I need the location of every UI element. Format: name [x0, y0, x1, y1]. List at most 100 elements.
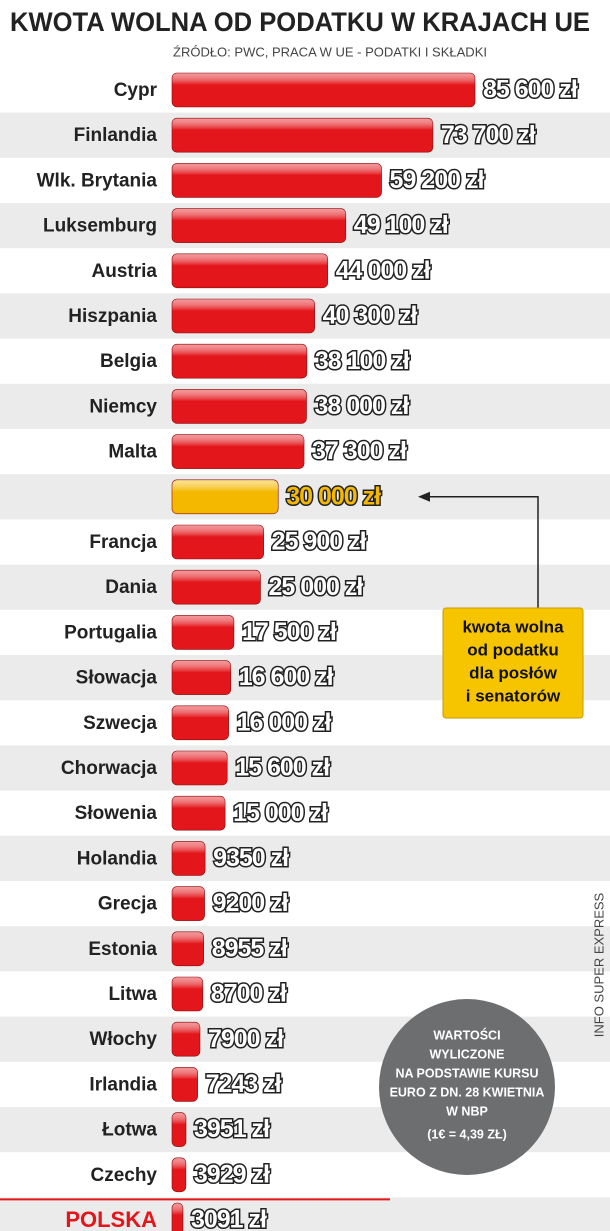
category-label: Belgia [100, 351, 157, 372]
value-label: 7243 zł [206, 1070, 282, 1098]
category-label: Słowacja [76, 668, 158, 689]
value-label: 8955 zł [212, 934, 288, 962]
category-label: Wlk. Brytania [37, 170, 158, 191]
value-label: 3951 zł [194, 1115, 270, 1143]
bar [171, 298, 315, 334]
annotation-line: dla posłów [469, 663, 558, 682]
bar [171, 434, 305, 469]
value-label: 38 100 zł [315, 347, 410, 375]
note-line: WARTOŚCI [433, 1027, 500, 1042]
category-label: Cypr [114, 80, 158, 101]
category-label: Finlandia [74, 125, 158, 146]
bar [171, 343, 308, 379]
bar [171, 253, 329, 289]
bar [171, 931, 204, 967]
category-label: Grecja [98, 894, 158, 915]
bar [171, 524, 264, 560]
bar [171, 569, 261, 605]
arrow-line [428, 496, 539, 608]
row-stripe [0, 745, 610, 791]
category-label: Irlandia [89, 1074, 157, 1095]
row-stripe [0, 835, 610, 881]
category-label: Łotwa [102, 1120, 157, 1141]
chart-title: KWOTA WOLNA OD PODATKU W KRAJACH UE [10, 7, 590, 37]
bar [171, 117, 434, 153]
category-label: Litwa [108, 984, 157, 1005]
value-label: 3091 zł [191, 1206, 267, 1231]
category-label: Luksemburg [43, 216, 157, 237]
bar [171, 795, 226, 831]
value-label: 30 000 zł [286, 482, 381, 510]
category-label: Holandia [77, 848, 158, 869]
category-label: Austria [92, 261, 158, 282]
annotation-box [442, 607, 584, 719]
bar [171, 1021, 201, 1057]
bar [171, 163, 382, 198]
category-label: Hiszpania [68, 306, 157, 327]
value-label: 85 600 zł [483, 76, 578, 104]
bar [171, 1112, 187, 1147]
bar [171, 615, 235, 650]
category-label: Niemcy [89, 396, 157, 417]
note-line: NA PODSTAWIE KURSU [395, 1066, 538, 1080]
note-line: WYLICZONE [430, 1047, 505, 1061]
chart-subtitle: ŹRÓDŁO: PWC, PRACA W UE - PODATKI I SKŁA… [173, 44, 487, 59]
bar [171, 1157, 187, 1193]
value-label: 15 600 zł [235, 754, 330, 782]
bar [171, 976, 204, 1012]
annotation-line: kwota wolna [462, 617, 564, 636]
bar [171, 72, 476, 108]
bar [171, 479, 279, 515]
bar [171, 886, 205, 921]
row-stripe [0, 926, 610, 972]
value-label: 59 200 zł [390, 166, 485, 194]
value-label: 15 000 zł [233, 799, 328, 827]
row-stripe [0, 564, 610, 610]
value-label: 17 500 zł [242, 618, 337, 646]
bar [171, 389, 307, 424]
bar [171, 1067, 198, 1102]
bar [171, 660, 232, 695]
value-label: 7900 zł [208, 1025, 284, 1053]
value-label: 16 600 zł [239, 663, 334, 691]
category-label: Portugalia [64, 622, 157, 643]
value-label: 9350 zł [213, 844, 289, 872]
note-line: (1€ = 4,39 ZŁ) [427, 1127, 507, 1141]
annotation-line: i senatorów [466, 686, 561, 705]
category-label: Słowenia [75, 803, 158, 824]
category-label: Włochy [89, 1029, 157, 1050]
category-label: POLSKA [65, 1207, 157, 1231]
bar [171, 208, 347, 243]
arrow-head [418, 491, 430, 502]
note-line: W NBP [446, 1104, 488, 1118]
value-label: 40 300 zł [323, 302, 418, 330]
value-label: 38 000 zł [315, 392, 410, 420]
value-label: 25 000 zł [268, 573, 363, 601]
value-label: 49 100 zł [354, 211, 449, 239]
value-label: 73 700 zł [441, 121, 536, 149]
bar [171, 1202, 184, 1231]
value-label: 16 000 zł [237, 708, 332, 736]
category-label: Szwecja [83, 713, 157, 734]
category-label: Chorwacja [61, 758, 158, 779]
source: INFO SUPER EXPRESS [591, 892, 606, 1037]
row-stripe [0, 1197, 610, 1231]
value-label: 3929 zł [194, 1160, 270, 1188]
category-label: Czechy [90, 1165, 157, 1186]
category-label: Malta [108, 442, 157, 463]
value-label: 25 900 zł [272, 528, 367, 556]
value-label: 44 000 zł [336, 256, 431, 284]
category-label: Dania [105, 577, 157, 598]
category-label: Estonia [88, 939, 157, 960]
bar [171, 750, 228, 786]
annotation-line: od podatku [467, 640, 559, 659]
background [0, 112, 610, 1231]
note-circle [379, 999, 555, 1175]
bar [171, 705, 229, 741]
value-label: 37 300 zł [312, 437, 407, 465]
category-label: Francja [89, 532, 157, 553]
note-line: EURO Z DN. 28 KWIETNIA [390, 1085, 545, 1099]
value-label: 8700 zł [211, 980, 287, 1008]
bar [171, 841, 206, 876]
